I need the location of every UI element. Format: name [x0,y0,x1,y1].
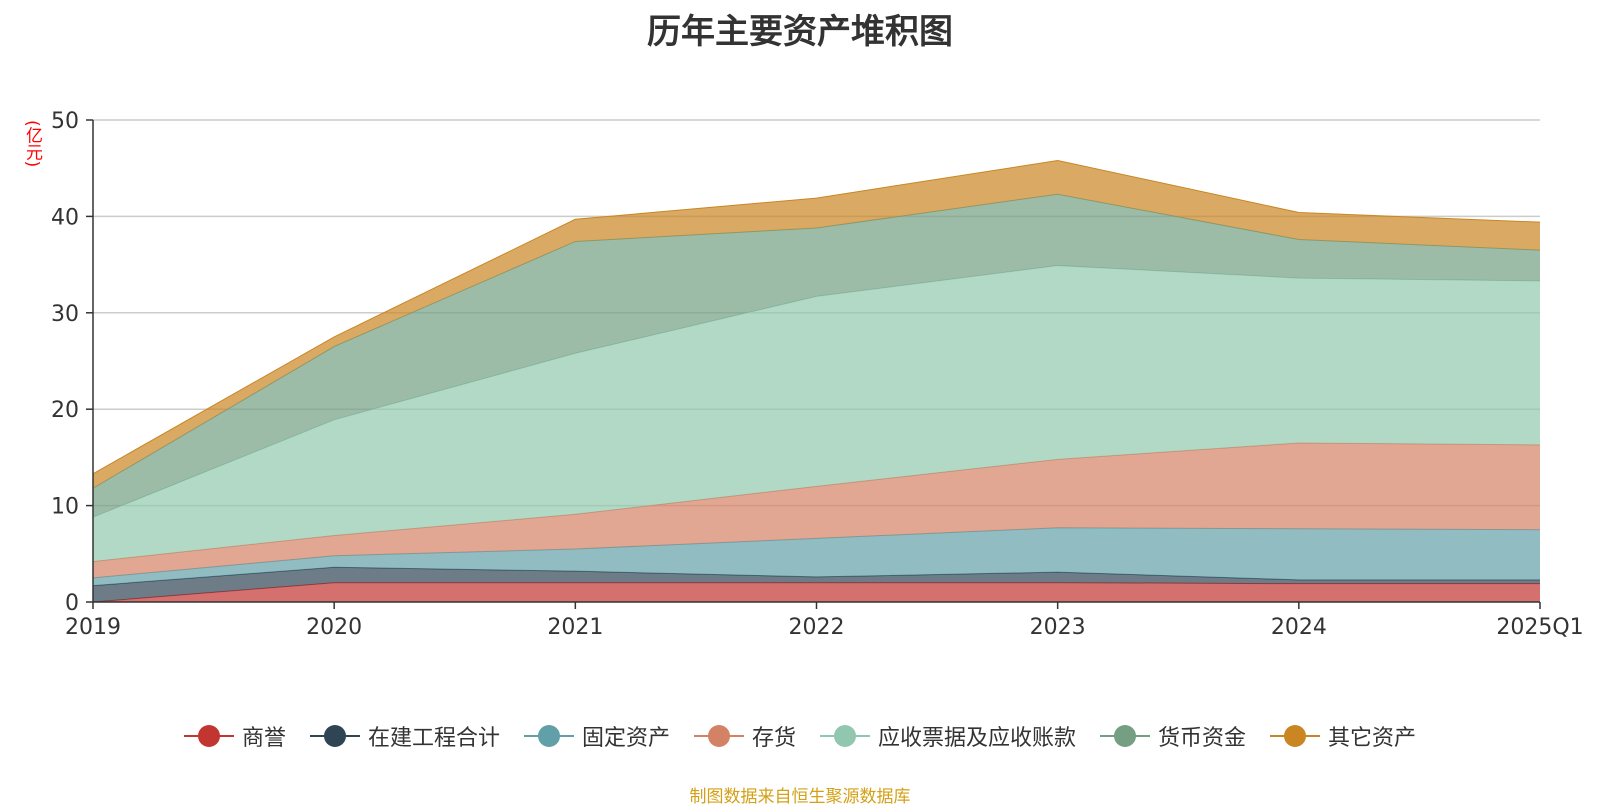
y-tick-label: 10 [51,495,79,520]
x-tick-label: 2021 [547,615,603,640]
area-series-0 [93,582,1540,602]
legend-label: 存货 [751,726,796,751]
legend-label: 货币资金 [1158,726,1247,751]
legend-label: 在建工程合计 [367,726,500,751]
legend-marker-icon [183,724,234,748]
legend-dot [707,725,730,747]
legend-dot [834,725,856,747]
y-tick-label: 0 [65,591,79,616]
y-tick-label: 30 [51,302,79,327]
legend-item[interactable]: 在建工程合计 [309,720,500,752]
area-series-6 [93,160,1540,489]
x-tick-label: 2025Q1 [1496,615,1583,640]
area-series-2 [93,527,1540,586]
legend-item[interactable]: 货币资金 [1100,720,1246,752]
y-tick-label: 20 [51,398,79,423]
legend-item[interactable]: 其它资产 [1270,720,1416,752]
x-tick-label: 2019 [65,615,121,640]
legend-dot [323,725,346,747]
legend-item[interactable]: 应收票据及应收账款 [820,720,1076,752]
x-tick-label: 2024 [1271,615,1327,640]
legend-item[interactable]: 商誉 [183,720,286,752]
legend-marker-icon [1270,724,1321,748]
legend-marker-icon [309,724,360,748]
y-tick-label: 40 [51,205,79,230]
chart-title: 历年主要资产堆积图 [647,12,953,52]
legend-marker-icon [693,724,744,748]
legend-marker-icon [820,724,870,748]
legend-marker-icon [1100,724,1151,748]
legend-item[interactable]: 固定资产 [523,720,670,752]
area-series-5 [93,194,1540,518]
data-source-note: 制图数据来自恒生聚源数据库 [689,787,911,807]
x-tick-label: 2023 [1030,615,1086,640]
area-series-4 [93,265,1540,562]
y-axis-unit-label: (亿元) [22,120,42,168]
y-tick-label: 50 [51,109,79,134]
x-tick-label: 2020 [306,615,362,640]
line-series-6 [92,159,1541,475]
legend-dot [537,725,560,747]
legend-dot [1114,725,1137,747]
legend-dot [197,725,220,747]
legend-label: 其它资产 [1328,726,1417,751]
chart-legend: 商誉 在建工程合计 固定资产 存货 应收票据及应收账款 货币资金 其它资产 [0,720,1600,752]
legend-label: 应收票据及应收账款 [878,726,1077,751]
x-tick-label: 2022 [789,615,845,640]
legend-label: 固定资产 [581,726,670,751]
stacked-area-chart: 0 10 20 30 40 50 2019 2020 2021 2022 2023 2024 2025Q… [51,109,1584,640]
legend-item[interactable]: 存货 [693,720,796,752]
area-series-3 [93,442,1540,578]
legend-label: 商誉 [241,726,286,751]
legend-marker-icon [523,724,574,748]
legend-dot [1284,725,1307,747]
